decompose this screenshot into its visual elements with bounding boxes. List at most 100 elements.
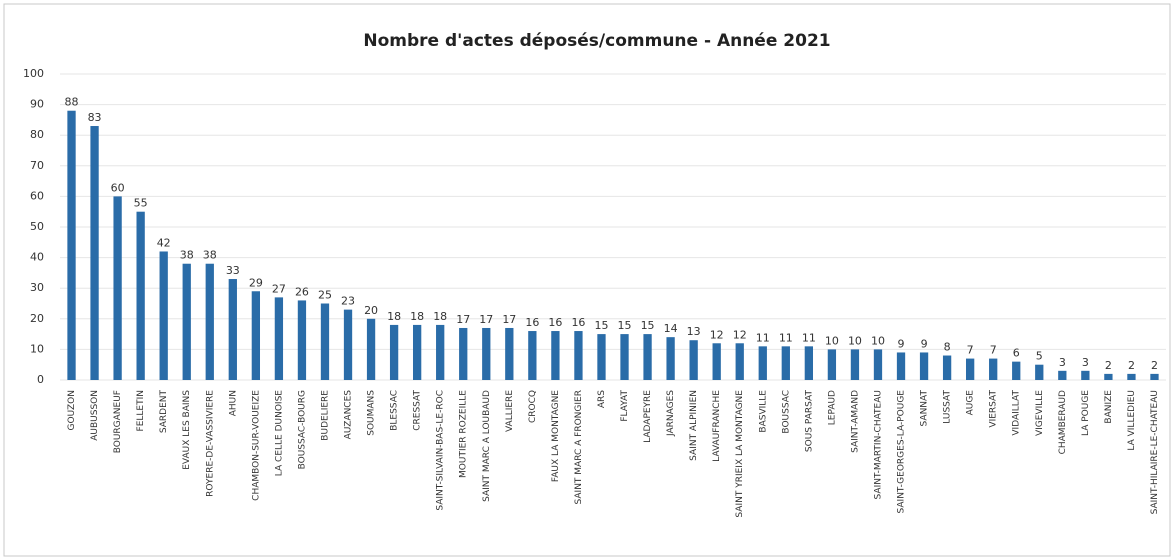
bar	[896, 352, 906, 380]
bar	[1035, 364, 1044, 380]
bar	[343, 309, 353, 380]
bar	[643, 334, 652, 380]
bar	[781, 346, 790, 380]
x-tick-label: SAINT-MARTIN-CHATEAU	[873, 390, 883, 499]
value-label: 16	[525, 316, 539, 329]
bar	[274, 297, 284, 380]
value-label: 11	[802, 331, 816, 344]
value-label: 11	[756, 331, 770, 344]
bar	[689, 340, 698, 380]
x-tick-label: SAINT-GEORGES-LA-POUGE	[897, 390, 907, 514]
value-label: 29	[249, 276, 263, 289]
bar	[1081, 370, 1090, 380]
bar	[205, 263, 214, 380]
value-label: 33	[226, 264, 240, 277]
value-label: 16	[548, 316, 562, 329]
bar	[436, 324, 445, 380]
bar	[482, 327, 491, 380]
bar	[758, 346, 767, 380]
x-tick-label: GOUZON	[67, 390, 77, 430]
x-tick-label: AUGE	[966, 390, 976, 416]
chart-frame	[3, 3, 1171, 557]
value-label: 7	[990, 344, 997, 357]
value-label: 26	[295, 285, 309, 298]
x-tick-label: AUZANCES	[344, 390, 354, 440]
x-tick-label: VIGEVILLE	[1035, 390, 1045, 436]
x-tick-label: LAVAUFRANCHE	[712, 390, 722, 462]
value-label: 18	[410, 310, 424, 323]
y-tick-label: 50	[30, 220, 44, 233]
bar	[804, 346, 814, 380]
chart-title: Nombre d'actes déposés/commune - Année 2…	[363, 31, 830, 51]
x-tick-label: FLAYAT	[620, 390, 630, 422]
value-label: 15	[641, 319, 655, 332]
bar	[182, 263, 191, 380]
value-label: 16	[571, 316, 585, 329]
x-tick-label: FAUX LA MONTAGNE	[551, 390, 561, 482]
bar	[735, 343, 744, 380]
bar	[136, 211, 145, 380]
y-tick-label: 30	[30, 281, 44, 294]
value-label: 17	[456, 313, 470, 326]
x-tick-label: VALLIERE	[505, 390, 515, 432]
bar	[412, 324, 422, 380]
x-tick-label: VIERSAT	[989, 390, 999, 428]
y-tick-label: 60	[30, 189, 44, 202]
bar	[67, 110, 76, 380]
bar	[965, 358, 975, 380]
y-tick-label: 100	[23, 67, 44, 80]
y-tick-label: 0	[37, 373, 44, 386]
x-tick-label: FELLETIN	[136, 390, 146, 431]
value-label: 10	[848, 334, 862, 347]
bar	[574, 331, 583, 380]
value-label: 8	[944, 341, 951, 354]
value-label: 42	[157, 236, 171, 249]
x-tick-label: SARDENT	[159, 390, 169, 434]
value-label: 9	[898, 337, 905, 350]
y-tick-label: 90	[30, 98, 44, 111]
value-label: 55	[134, 197, 148, 210]
x-tick-label: SAINT MARC A LOUBAUD	[482, 390, 492, 502]
x-tick-label: LA CELLE DUNOISE	[274, 390, 284, 476]
bar	[297, 300, 307, 380]
bar	[528, 331, 537, 380]
value-label: 15	[594, 319, 608, 332]
value-label: 17	[502, 313, 516, 326]
x-tick-label: JARNAGES	[666, 390, 676, 437]
bar	[873, 349, 883, 380]
x-tick-label: SAINT ALPINIEN	[689, 390, 699, 461]
bar	[850, 349, 860, 380]
value-label: 60	[111, 181, 125, 194]
x-tick-label: LEPAUD	[827, 390, 837, 425]
bar	[90, 126, 99, 381]
bar	[827, 349, 837, 380]
value-label: 18	[387, 310, 401, 323]
bar	[620, 334, 629, 380]
bar	[1127, 373, 1136, 380]
value-label: 2	[1128, 359, 1135, 372]
value-label: 11	[779, 331, 793, 344]
x-tick-label: AHUN	[228, 390, 238, 416]
value-label: 10	[825, 334, 839, 347]
x-tick-label: SAINT-HILAIRE-LE-CHATEAU	[1150, 390, 1160, 514]
bar	[366, 318, 376, 380]
x-tick-label: EVAUX LES BAINS	[182, 390, 192, 470]
x-tick-label: MOUTIER ROZEILLE	[459, 390, 469, 478]
value-label: 14	[664, 322, 678, 335]
bar	[228, 279, 237, 380]
x-tick-label: ARS	[597, 390, 607, 408]
x-tick-label: BOUSSAC-BOURG	[297, 390, 307, 469]
bar	[989, 358, 998, 380]
value-label: 9	[921, 337, 928, 350]
value-label: 17	[479, 313, 493, 326]
x-tick-label: SOUMANS	[367, 390, 377, 436]
x-tick-label: SAINT-AMAND	[850, 390, 860, 453]
y-tick-label: 10	[30, 342, 44, 355]
bar	[389, 324, 399, 380]
bar	[1150, 373, 1159, 380]
value-label: 20	[364, 304, 378, 317]
bar	[159, 251, 168, 380]
bar	[597, 334, 606, 380]
x-tick-label: LUSSAT	[943, 389, 953, 423]
